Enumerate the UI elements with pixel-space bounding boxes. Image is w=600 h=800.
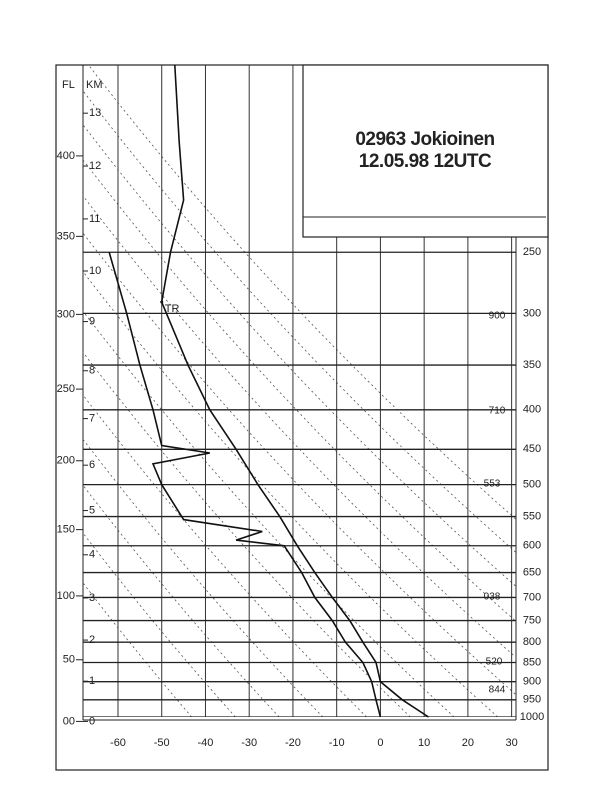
x-tick-label: -20: [285, 737, 301, 749]
km-tick-label: 5: [89, 504, 95, 516]
km-tick-label: 7: [89, 413, 95, 425]
fl-tick-label: 00: [63, 715, 75, 727]
y-tick-label: 400: [523, 404, 541, 416]
y-tick-label: 950: [523, 694, 541, 706]
km-tick-label: 3: [89, 592, 95, 604]
y-tick-label: 450: [523, 443, 541, 455]
x-tick-label: -30: [241, 737, 257, 749]
x-tick-label: -10: [329, 737, 345, 749]
y-tick-label: 700: [523, 591, 541, 603]
km-tick-label: 4: [89, 549, 95, 561]
dry-adiabat: [83, 159, 516, 622]
tropopause-label: TR: [165, 303, 180, 315]
km-tick-label: 9: [89, 315, 95, 327]
level-label: 553: [484, 479, 501, 490]
y-tick-label: 650: [523, 566, 541, 578]
fl-tick-label: 50: [63, 654, 75, 666]
y-tick-label: 900: [523, 676, 541, 688]
label-layer: -60 -50 -40 -30 -20 -10 0 10 20 30250300350400450…: [57, 107, 545, 749]
y-tick-label: 800: [523, 636, 541, 648]
km-tick-label: 0: [89, 715, 95, 727]
y-tick-label: 250: [523, 246, 541, 258]
y-tick-label: 1000: [520, 711, 544, 723]
chart-title: 02963 Jokioinen: [355, 129, 494, 150]
chart-subtitle: 12.05.98 12UTC: [359, 151, 492, 172]
dry-adiabat: [83, 90, 516, 553]
x-tick-label: 30: [506, 737, 518, 749]
y-tick-label: 350: [523, 359, 541, 371]
fl-tick-label: 300: [57, 308, 75, 320]
x-tick-label: -40: [198, 737, 214, 749]
level-label: 844: [489, 685, 506, 696]
profile-layer: [108, 64, 429, 718]
dry-adiabat: [83, 270, 499, 717]
x-tick-label: 0: [377, 737, 383, 749]
fl-tick-label: 350: [57, 230, 75, 242]
level-label: 520: [486, 657, 503, 668]
km-tick-label: 13: [89, 107, 101, 119]
y-tick-label: 600: [523, 540, 541, 552]
dry-adiabat: [83, 438, 324, 717]
y-tick-label: 550: [523, 510, 541, 522]
km-tick-label: 10: [89, 265, 101, 277]
fl-tick-label: 150: [57, 524, 75, 536]
dry-adiabat: [83, 310, 455, 717]
dry-adiabat: [83, 484, 280, 717]
grid-layer: [83, 65, 516, 717]
y-tick-label: 750: [523, 614, 541, 626]
x-tick-label: -50: [154, 737, 170, 749]
fl-axis-label: FL: [62, 79, 75, 91]
km-axis-label: KM: [86, 79, 103, 91]
km-tick-label: 12: [89, 160, 101, 172]
level-label: 900: [489, 311, 506, 322]
fl-tick-label: 400: [57, 150, 75, 162]
km-tick-label: 6: [89, 459, 95, 471]
level-label: 710: [489, 406, 506, 417]
fl-tick-label: 200: [57, 455, 75, 467]
x-tick-label: 20: [462, 737, 474, 749]
title-box: [302, 64, 549, 238]
y-tick-label: 850: [523, 656, 541, 668]
y-tick-label: 500: [523, 479, 541, 491]
profile-line: [160, 64, 429, 718]
km-tick-label: 11: [89, 213, 100, 225]
km-tick-label: 8: [89, 365, 95, 377]
level-label: 038: [484, 592, 501, 603]
dry-adiabat: [83, 351, 411, 717]
km-tick-label: 2: [89, 634, 95, 646]
dry-adiabat: [83, 195, 516, 659]
x-tick-label: -60: [110, 737, 126, 749]
x-tick-label: 10: [418, 737, 430, 749]
y-tick-label: 300: [523, 307, 541, 319]
dry-adiabat: [83, 124, 516, 587]
fl-tick-label: 100: [57, 590, 75, 602]
km-tick-label: 1: [89, 675, 95, 687]
tropopause-point: [160, 300, 164, 304]
profile-line: [108, 252, 382, 718]
dry-adiabat: [83, 232, 516, 696]
fl-tick-label: 250: [57, 383, 75, 395]
